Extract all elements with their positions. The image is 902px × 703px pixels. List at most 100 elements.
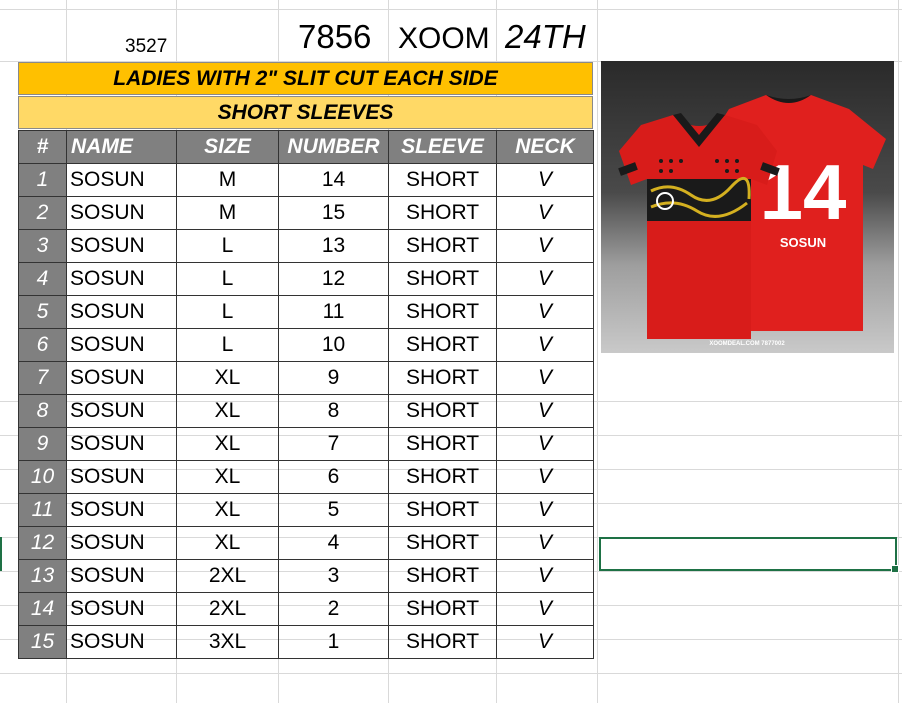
neck-cell[interactable]: V bbox=[496, 196, 594, 230]
size-cell[interactable]: XL bbox=[176, 427, 279, 461]
number-cell[interactable]: 5 bbox=[278, 493, 389, 527]
sleeve-cell[interactable]: SHORT bbox=[388, 526, 497, 560]
number-cell[interactable]: 15 bbox=[278, 196, 389, 230]
row-index-cell[interactable]: 4 bbox=[18, 262, 67, 296]
name-cell[interactable]: SOSUN bbox=[66, 427, 177, 461]
row-index-cell[interactable]: 10 bbox=[18, 460, 67, 494]
size-cell[interactable]: XL bbox=[176, 526, 279, 560]
sleeve-cell[interactable]: SHORT bbox=[388, 493, 497, 527]
sleeve-cell[interactable]: SHORT bbox=[388, 559, 497, 593]
row-index-cell[interactable]: 6 bbox=[18, 328, 67, 362]
cell-order-number[interactable]: 7856 bbox=[298, 18, 372, 55]
neck-cell[interactable]: V bbox=[496, 361, 594, 395]
sleeve-cell[interactable]: SHORT bbox=[388, 328, 497, 362]
size-cell[interactable]: L bbox=[176, 295, 279, 329]
name-cell[interactable]: SOSUN bbox=[66, 361, 177, 395]
size-cell[interactable]: L bbox=[176, 328, 279, 362]
neck-cell[interactable]: V bbox=[496, 328, 594, 362]
number-cell[interactable]: 7 bbox=[278, 427, 389, 461]
column-header-neck[interactable]: NECK bbox=[496, 130, 594, 164]
cell-brand[interactable]: XOOM bbox=[398, 22, 490, 55]
sleeve-cell[interactable]: SHORT bbox=[388, 295, 497, 329]
row-index-cell[interactable]: 11 bbox=[18, 493, 67, 527]
size-cell[interactable]: 3XL bbox=[176, 625, 279, 659]
name-cell[interactable]: SOSUN bbox=[66, 559, 177, 593]
neck-cell[interactable]: V bbox=[496, 493, 594, 527]
column-header-size[interactable]: SIZE bbox=[176, 130, 279, 164]
sleeve-cell[interactable]: SHORT bbox=[388, 592, 497, 626]
neck-cell[interactable]: V bbox=[496, 526, 594, 560]
name-cell[interactable]: SOSUN bbox=[66, 460, 177, 494]
name-cell[interactable]: SOSUN bbox=[66, 394, 177, 428]
column-header-number[interactable]: NUMBER bbox=[278, 130, 389, 164]
name-cell[interactable]: SOSUN bbox=[66, 295, 177, 329]
column-header-index[interactable]: # bbox=[18, 130, 67, 164]
number-cell[interactable]: 6 bbox=[278, 460, 389, 494]
row-index-cell[interactable]: 3 bbox=[18, 229, 67, 263]
neck-cell[interactable]: V bbox=[496, 295, 594, 329]
sleeve-cell[interactable]: SHORT bbox=[388, 394, 497, 428]
number-cell[interactable]: 1 bbox=[278, 625, 389, 659]
neck-cell[interactable]: V bbox=[496, 625, 594, 659]
size-cell[interactable]: M bbox=[176, 163, 279, 197]
number-cell[interactable]: 11 bbox=[278, 295, 389, 329]
neck-cell[interactable]: V bbox=[496, 427, 594, 461]
size-cell[interactable]: XL bbox=[176, 361, 279, 395]
name-cell[interactable]: SOSUN bbox=[66, 526, 177, 560]
size-cell[interactable]: XL bbox=[176, 394, 279, 428]
name-cell[interactable]: SOSUN bbox=[66, 163, 177, 197]
row-index-cell[interactable]: 5 bbox=[18, 295, 67, 329]
name-cell[interactable]: SOSUN bbox=[66, 493, 177, 527]
number-cell[interactable]: 13 bbox=[278, 229, 389, 263]
column-header-sleeve[interactable]: SLEEVE bbox=[388, 130, 497, 164]
name-cell[interactable]: SOSUN bbox=[66, 229, 177, 263]
name-cell[interactable]: SOSUN bbox=[66, 262, 177, 296]
sleeve-cell[interactable]: SHORT bbox=[388, 196, 497, 230]
row-index-cell[interactable]: 12 bbox=[18, 526, 67, 560]
number-cell[interactable]: 4 bbox=[278, 526, 389, 560]
row-index-cell[interactable]: 15 bbox=[18, 625, 67, 659]
sleeve-cell[interactable]: SHORT bbox=[388, 460, 497, 494]
number-cell[interactable]: 8 bbox=[278, 394, 389, 428]
selected-cell[interactable] bbox=[599, 537, 899, 573]
neck-cell[interactable]: V bbox=[496, 460, 594, 494]
sleeve-cell[interactable]: SHORT bbox=[388, 361, 497, 395]
row-index-cell[interactable]: 9 bbox=[18, 427, 67, 461]
number-cell[interactable]: 2 bbox=[278, 592, 389, 626]
sleeve-cell[interactable]: SHORT bbox=[388, 229, 497, 263]
name-cell[interactable]: SOSUN bbox=[66, 592, 177, 626]
neck-cell[interactable]: V bbox=[496, 559, 594, 593]
banner-style-note[interactable]: LADIES WITH 2" SLIT CUT EACH SIDE bbox=[18, 62, 593, 95]
number-cell[interactable]: 14 bbox=[278, 163, 389, 197]
neck-cell[interactable]: V bbox=[496, 262, 594, 296]
name-cell[interactable]: SOSUN bbox=[66, 625, 177, 659]
size-cell[interactable]: XL bbox=[176, 460, 279, 494]
column-header-name[interactable]: NAME bbox=[66, 130, 177, 164]
row-index-cell[interactable]: 8 bbox=[18, 394, 67, 428]
neck-cell[interactable]: V bbox=[496, 394, 594, 428]
sleeve-cell[interactable]: SHORT bbox=[388, 427, 497, 461]
number-cell[interactable]: 10 bbox=[278, 328, 389, 362]
number-cell[interactable]: 9 bbox=[278, 361, 389, 395]
size-cell[interactable]: M bbox=[176, 196, 279, 230]
sleeve-cell[interactable]: SHORT bbox=[388, 262, 497, 296]
sleeve-cell[interactable]: SHORT bbox=[388, 625, 497, 659]
number-cell[interactable]: 3 bbox=[278, 559, 389, 593]
number-cell[interactable]: 12 bbox=[278, 262, 389, 296]
size-cell[interactable]: L bbox=[176, 262, 279, 296]
neck-cell[interactable]: V bbox=[496, 229, 594, 263]
banner-sleeve-note[interactable]: SHORT SLEEVES bbox=[18, 96, 593, 129]
size-cell[interactable]: 2XL bbox=[176, 592, 279, 626]
name-cell[interactable]: SOSUN bbox=[66, 196, 177, 230]
name-cell[interactable]: SOSUN bbox=[66, 328, 177, 362]
sleeve-cell[interactable]: SHORT bbox=[388, 163, 497, 197]
size-cell[interactable]: XL bbox=[176, 493, 279, 527]
cell-order-id[interactable]: 3527 bbox=[125, 36, 168, 57]
row-index-cell[interactable]: 2 bbox=[18, 196, 67, 230]
row-index-cell[interactable]: 14 bbox=[18, 592, 67, 626]
row-index-cell[interactable]: 13 bbox=[18, 559, 67, 593]
neck-cell[interactable]: V bbox=[496, 163, 594, 197]
row-index-cell[interactable]: 1 bbox=[18, 163, 67, 197]
size-cell[interactable]: 2XL bbox=[176, 559, 279, 593]
neck-cell[interactable]: V bbox=[496, 592, 594, 626]
